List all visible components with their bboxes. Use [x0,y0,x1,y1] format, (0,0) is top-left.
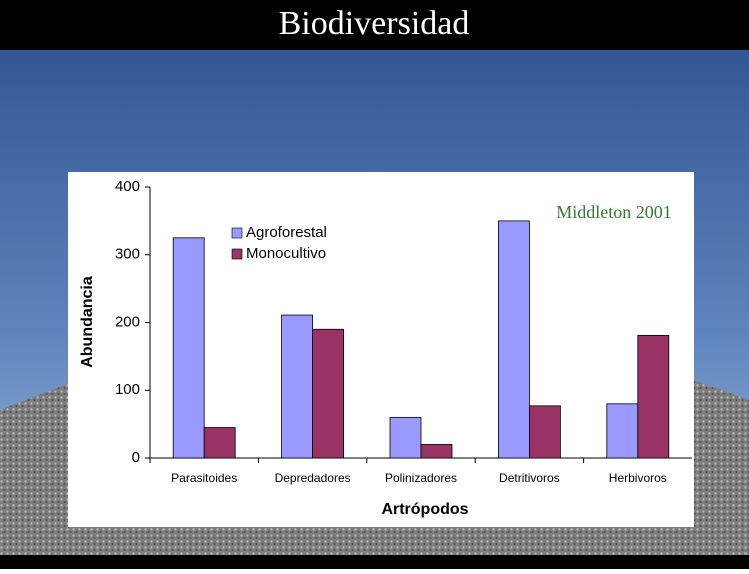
legend-swatch [231,227,243,239]
x-tick-label: Detritivoros [499,471,560,485]
bar [281,314,314,459]
slide-title: Biodiversidad [279,5,470,42]
annotation: Middleton 2001 [556,202,672,222]
y-tick-label: 300 [115,246,140,263]
bar [497,220,530,459]
legend-swatch [231,248,243,260]
bar [420,444,453,459]
chart-panel [68,172,694,527]
x-tick-label: Depredadores [275,471,351,485]
title-bar [0,0,749,50]
y-tick-label: 200 [115,313,140,330]
bar [637,334,670,459]
bar [203,427,236,459]
x-tick-label: Polinizadores [385,471,457,485]
x-tick-label: Parasitoides [171,471,237,485]
x-tick-label: Herbivoros [609,471,667,485]
bar [529,405,561,459]
y-axis-label: Abundancia [79,276,96,368]
y-tick-label: 0 [132,449,140,466]
bar [606,403,639,459]
bar [172,237,205,459]
y-tick-label: 400 [115,178,140,195]
bottom-bar [0,555,749,569]
legend-label: Agroforestal [246,224,327,241]
bar [389,416,422,459]
x-axis-label: Artrópodos [381,501,468,518]
bar [312,328,345,459]
y-tick-label: 100 [115,381,140,398]
legend-label: Monocultivo [246,245,326,262]
